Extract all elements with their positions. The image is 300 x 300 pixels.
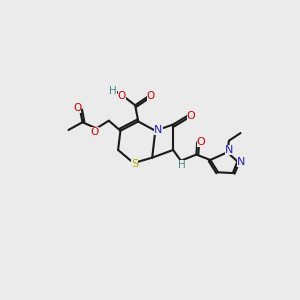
- Text: O: O: [118, 91, 126, 101]
- Text: N: N: [225, 145, 233, 155]
- Text: O: O: [146, 91, 155, 101]
- Text: N: N: [154, 125, 163, 135]
- Text: O: O: [187, 111, 195, 121]
- Text: S: S: [131, 159, 138, 169]
- Text: N: N: [237, 157, 245, 166]
- Text: O: O: [197, 137, 206, 147]
- Text: H: H: [109, 86, 116, 96]
- Text: H: H: [178, 160, 185, 170]
- Text: O: O: [91, 127, 99, 137]
- Text: O: O: [73, 103, 81, 113]
